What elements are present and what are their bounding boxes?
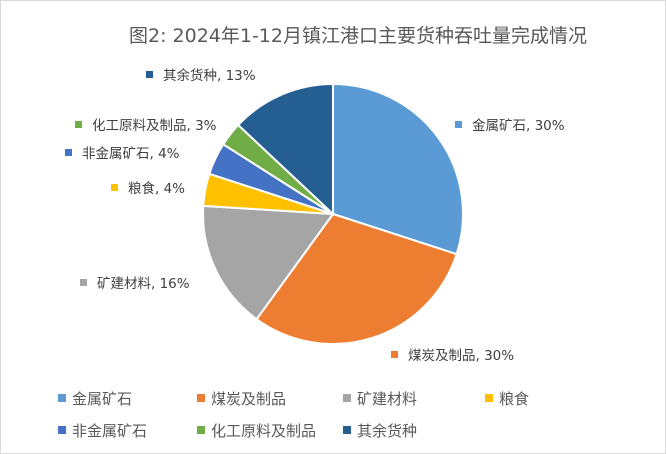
legend-swatch-4 [485, 394, 493, 402]
data-label-2: 煤炭及制品, 30% [408, 348, 514, 364]
data-label-marker-3 [80, 279, 87, 286]
pie-slice-1 [332, 82, 464, 256]
legend-item-1: 金属矿石 [72, 390, 132, 408]
pie-slice-7 [236, 82, 334, 217]
pie-slice-3 [202, 204, 335, 321]
pie-slice-2 [255, 212, 458, 345]
chart-title: 图2: 2024年1-12月镇江港口主要货种吞吐量完成情况 [129, 25, 587, 47]
data-label-marker-2 [391, 351, 398, 358]
data-label-marker-1 [455, 121, 462, 128]
legend-item-5: 非金属矿石 [72, 422, 147, 440]
data-label-1: 金属矿石, 30% [472, 118, 565, 134]
legend-swatch-3 [343, 394, 351, 402]
legend-item-6: 化工原料及制品 [211, 422, 316, 440]
data-label-marker-5 [65, 149, 72, 156]
data-label-marker-4 [111, 184, 118, 191]
pie-slices [202, 82, 464, 345]
legend-item-2: 煤炭及制品 [211, 390, 286, 408]
legend-item-4: 粮食 [499, 390, 529, 408]
data-label-6: 化工原料及制品, 3% [92, 118, 217, 134]
data-label-marker-7 [146, 71, 153, 78]
legend-swatch-1 [58, 394, 66, 402]
legend-swatch-5 [58, 426, 66, 434]
data-label-3: 矿建材料, 16% [97, 276, 190, 292]
legend-swatch-2 [197, 394, 205, 402]
legend-item-3: 矿建材料 [357, 390, 417, 408]
legend-swatch-6 [197, 426, 205, 434]
data-label-5: 非金属矿石, 4% [82, 146, 180, 162]
legend-item-7: 其余货种 [357, 422, 417, 440]
legend-swatch-7 [343, 426, 351, 434]
data-label-7: 其余货种, 13% [163, 67, 256, 84]
data-labels: 金属矿石, 30% 煤炭及制品, 30% 矿建材料, 16% 粮食, 4% 非金属矿石,… [65, 67, 565, 364]
data-label-marker-6 [75, 121, 82, 128]
data-label-4: 粮食, 4% [128, 180, 185, 197]
